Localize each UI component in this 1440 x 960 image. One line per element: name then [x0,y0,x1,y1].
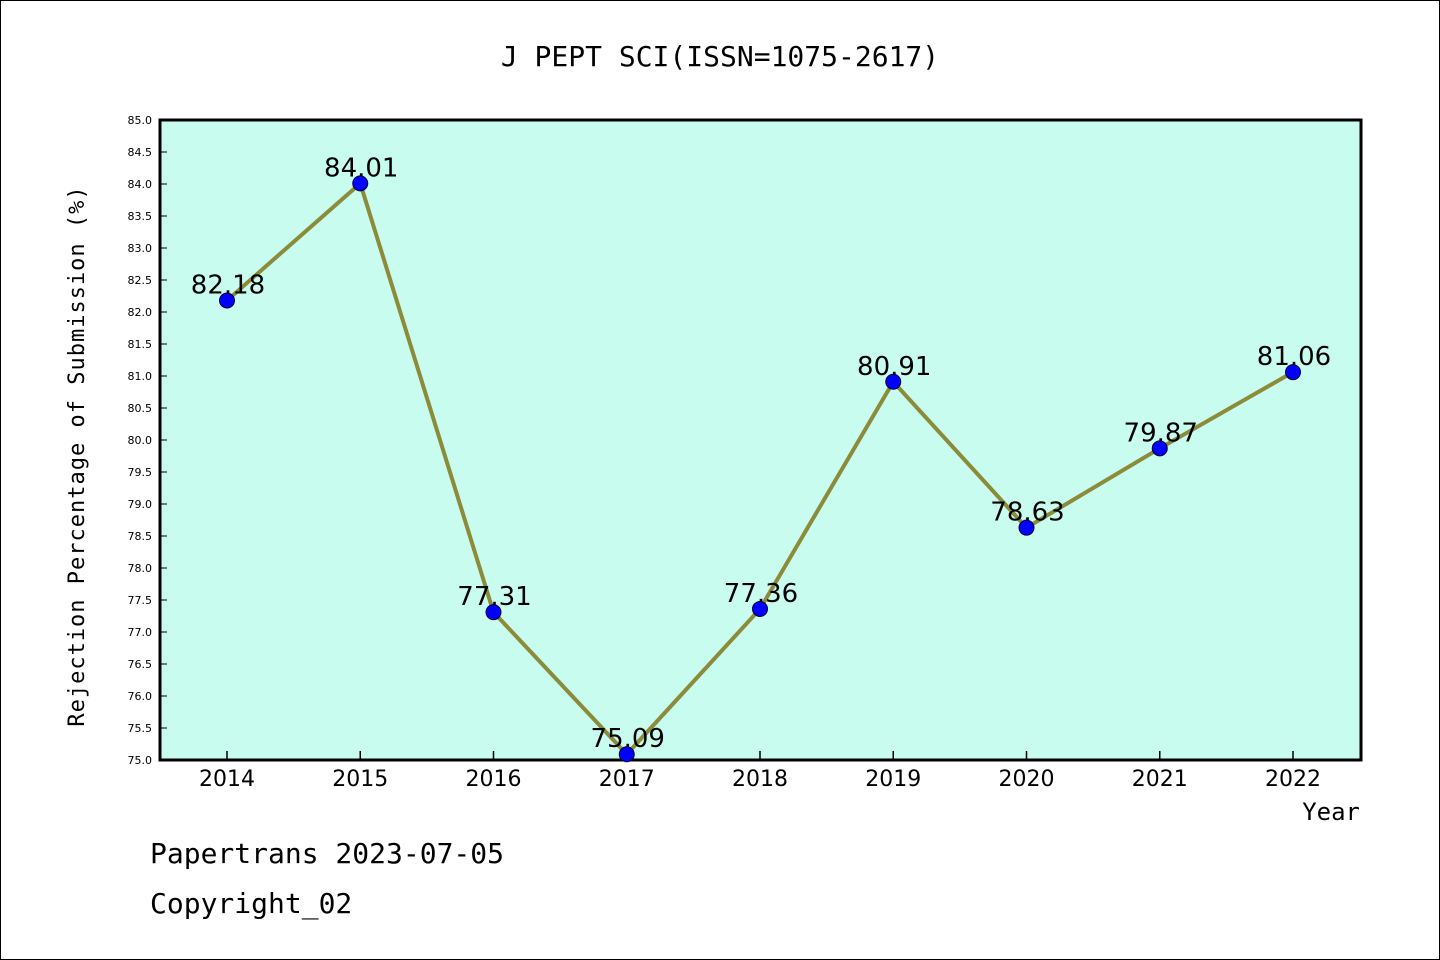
x-tick-label: 2016 [466,767,522,792]
x-axis-label: Year [1302,798,1360,826]
data-point [1151,440,1168,457]
data-label: 84.01 [324,153,398,183]
series-data-labels: 82.18 84.01 77.31 75.09 77.36 80.91 78.63 79.87… [191,153,1331,754]
x-tick-label: 2018 [732,767,788,792]
y-tick-label: 81.0 [128,370,153,383]
y-tick-label: 79.0 [128,498,153,511]
plot-area [158,118,1363,762]
x-tick-label: 2015 [332,767,388,792]
data-point [1285,364,1301,381]
y-tick-label: 80.5 [128,402,153,415]
data-label: 75.09 [591,724,665,754]
y-tick-label: 78.0 [128,562,153,575]
x-axis-ticks: 2014 2015 2016 2017 2018 2019 2020 2021 2022 [199,751,1321,792]
x-tick-label: 2014 [199,767,255,792]
y-tick-label: 78.5 [128,530,153,543]
y-tick-label: 77.5 [128,594,153,607]
data-label: 80.91 [857,352,931,382]
x-tick-label: 2020 [999,767,1055,792]
series-markers [219,175,1301,763]
y-axis-ticks: 75.0 75.5 76.0 76.5 77.0 77.5 78.0 78.5 79.0 79.5… [128,114,167,767]
y-tick-label: 83.0 [128,242,153,255]
y-tick-label: 76.0 [128,690,153,703]
data-point [752,600,768,617]
chart-title: J PEPT SCI(ISSN=1075-2617) [501,40,939,73]
data-label: 77.36 [724,579,798,609]
x-tick-label: 2021 [1132,767,1188,792]
data-point [352,175,369,192]
y-tick-label: 84.0 [128,178,153,191]
y-tick-label: 82.5 [128,274,153,287]
y-tick-label: 75.0 [128,754,153,767]
x-tick-label: 2022 [1265,767,1321,792]
data-point [485,604,502,621]
x-tick-label: 2019 [865,767,921,792]
y-tick-label: 75.5 [128,722,153,735]
data-label: 77.31 [457,582,531,612]
y-tick-label: 80.0 [128,434,153,447]
y-tick-label: 83.5 [128,210,153,223]
data-label: 78.63 [990,498,1064,528]
y-tick-label: 76.5 [128,658,153,671]
data-point [219,292,235,309]
y-tick-label: 81.5 [128,338,153,351]
data-label: 81.06 [1257,342,1331,372]
y-axis-label: Rejection Percentage of Submission (%) [65,185,90,726]
data-label: 79.87 [1124,418,1198,448]
y-tick-label: 82.0 [128,306,153,319]
y-tick-label: 77.0 [128,626,153,639]
data-label: 82.18 [191,270,265,300]
data-point [618,746,635,763]
y-tick-label: 84.5 [128,146,153,159]
data-point [1018,519,1035,536]
x-tick-label: 2017 [599,767,655,792]
footer-copyright: Copyright_02 [150,887,352,921]
data-point [885,373,902,390]
y-tick-label: 79.5 [128,466,153,479]
y-tick-label: 85.0 [128,114,153,127]
footer-date: Papertrans 2023-07-05 [150,837,504,870]
